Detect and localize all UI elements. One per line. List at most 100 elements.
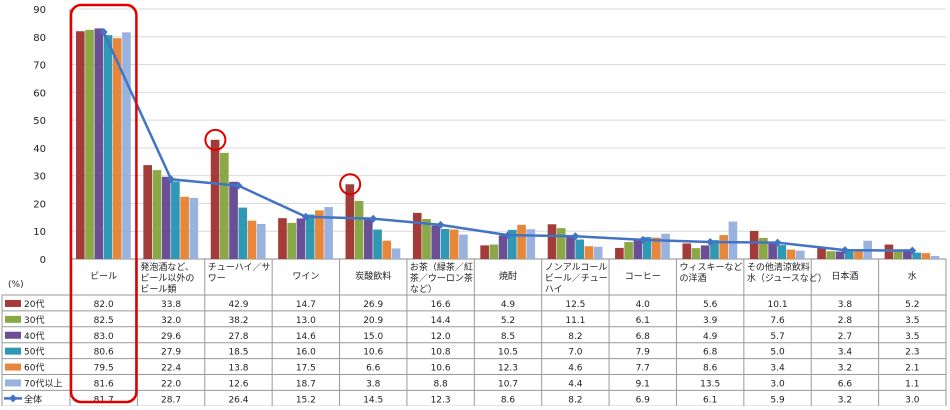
line-point-overall: [369, 214, 378, 223]
bar-70代以上: [930, 255, 940, 259]
bar-30代: [354, 200, 364, 259]
data-label: 10.1: [768, 300, 788, 310]
category-label: 日本酒: [831, 270, 858, 282]
bar-50代: [373, 229, 382, 259]
data-label: 3.9: [703, 316, 718, 326]
bar-50代: [575, 239, 585, 259]
data-label: 8.6: [501, 395, 516, 405]
y-tick-label: 0: [40, 255, 46, 266]
data-label: 4.9: [501, 300, 516, 310]
bar-60代: [584, 246, 594, 259]
data-label: 14.7: [296, 300, 316, 310]
y-tick-label: 80: [33, 33, 46, 44]
data-label: 42.9: [228, 300, 248, 310]
bar-70代以上: [661, 233, 670, 259]
category-label: チューハイ／サ: [208, 262, 271, 273]
category-label: ウィスキーなど: [679, 262, 742, 273]
bar-30代: [489, 244, 499, 259]
line-point-overall: [840, 246, 849, 255]
data-label: 18.5: [228, 348, 248, 358]
data-label: 12.5: [565, 300, 585, 310]
data-label: 13.8: [228, 364, 248, 374]
data-label: 11.1: [565, 316, 585, 326]
data-label: 83.0: [94, 332, 114, 342]
data-label: 3.8: [838, 300, 853, 310]
legend-label-20代: 20代: [24, 299, 44, 310]
data-label: 27.8: [228, 332, 248, 342]
bar-40代: [768, 243, 777, 259]
bar-70代以上: [324, 207, 333, 259]
line-point-overall: [301, 212, 310, 221]
data-label: 15.0: [363, 332, 383, 342]
data-label: 80.6: [94, 348, 114, 358]
bar-50代: [508, 229, 517, 259]
bar-60代: [112, 38, 122, 259]
legend-label-overall: 全体: [24, 393, 42, 405]
bar-30代: [85, 29, 94, 260]
bar-70代以上: [189, 197, 199, 259]
data-label: 6.1: [703, 395, 717, 405]
data-label: 6.9: [636, 395, 651, 405]
bar-40代: [903, 249, 912, 259]
data-label: 20.9: [363, 316, 383, 326]
data-label: 28.7: [161, 395, 181, 405]
data-label: 26.9: [363, 300, 383, 310]
bar-30代: [287, 222, 297, 259]
data-label: 7.7: [636, 364, 650, 374]
data-label: 4.0: [636, 300, 651, 310]
data-label: 10.7: [498, 379, 518, 389]
line-point-overall: [773, 238, 782, 247]
bar-60代: [247, 220, 257, 259]
data-label: 12.3: [498, 364, 518, 374]
y-tick-label: 70: [33, 61, 46, 72]
data-label: 6.8: [636, 332, 651, 342]
data-label: 4.4: [568, 379, 583, 389]
data-label: 38.2: [228, 316, 248, 326]
bar-70代以上: [526, 229, 536, 259]
bar-20代: [682, 243, 692, 259]
data-label: 12.0: [431, 332, 451, 342]
data-label: 10.6: [363, 348, 383, 358]
legend-label-60代: 60代: [24, 363, 44, 374]
bar-50代: [305, 214, 315, 259]
data-label: 5.2: [501, 316, 515, 326]
data-label: 12.6: [228, 379, 248, 389]
line-point-overall: [436, 220, 445, 229]
bar-20代: [817, 248, 826, 259]
category-label: ビール／チュー: [545, 273, 608, 284]
data-label: 33.8: [161, 300, 181, 310]
bar-20代: [76, 31, 85, 259]
bar-40代: [566, 236, 575, 259]
line-point-overall: [571, 232, 580, 241]
bar-40代: [700, 245, 710, 259]
category-label: お茶（緑茶／紅: [410, 261, 473, 273]
category-label: ノンアルコール: [545, 263, 608, 273]
bar-60代: [449, 229, 459, 259]
data-label: 81.6: [94, 379, 114, 389]
bar-30代: [152, 170, 162, 259]
bar-50代: [103, 35, 113, 259]
bar-20代: [884, 244, 894, 259]
category-label: その他清涼飲料: [747, 261, 810, 273]
bar-60代: [719, 235, 729, 259]
y-tick-label: 10: [33, 227, 46, 238]
data-label: 3.2: [838, 395, 852, 405]
line-point-overall: [99, 28, 108, 37]
data-label: 3.5: [905, 316, 919, 326]
category-label: 発泡酒など、: [140, 261, 194, 273]
data-label: 2.3: [905, 348, 919, 358]
line-point-overall: [706, 238, 715, 247]
data-label: 8.2: [568, 395, 582, 405]
data-label: 2.1: [905, 364, 919, 374]
data-label: 15.2: [296, 395, 316, 405]
bar-70代以上: [593, 246, 603, 259]
bar-30代: [556, 228, 566, 259]
bar-70代以上: [256, 224, 266, 259]
data-label: 2.8: [838, 316, 853, 326]
bar-70代以上: [459, 234, 468, 259]
bar-20代: [480, 245, 489, 259]
bar-50代: [912, 252, 921, 259]
data-label: 14.4: [431, 316, 451, 326]
